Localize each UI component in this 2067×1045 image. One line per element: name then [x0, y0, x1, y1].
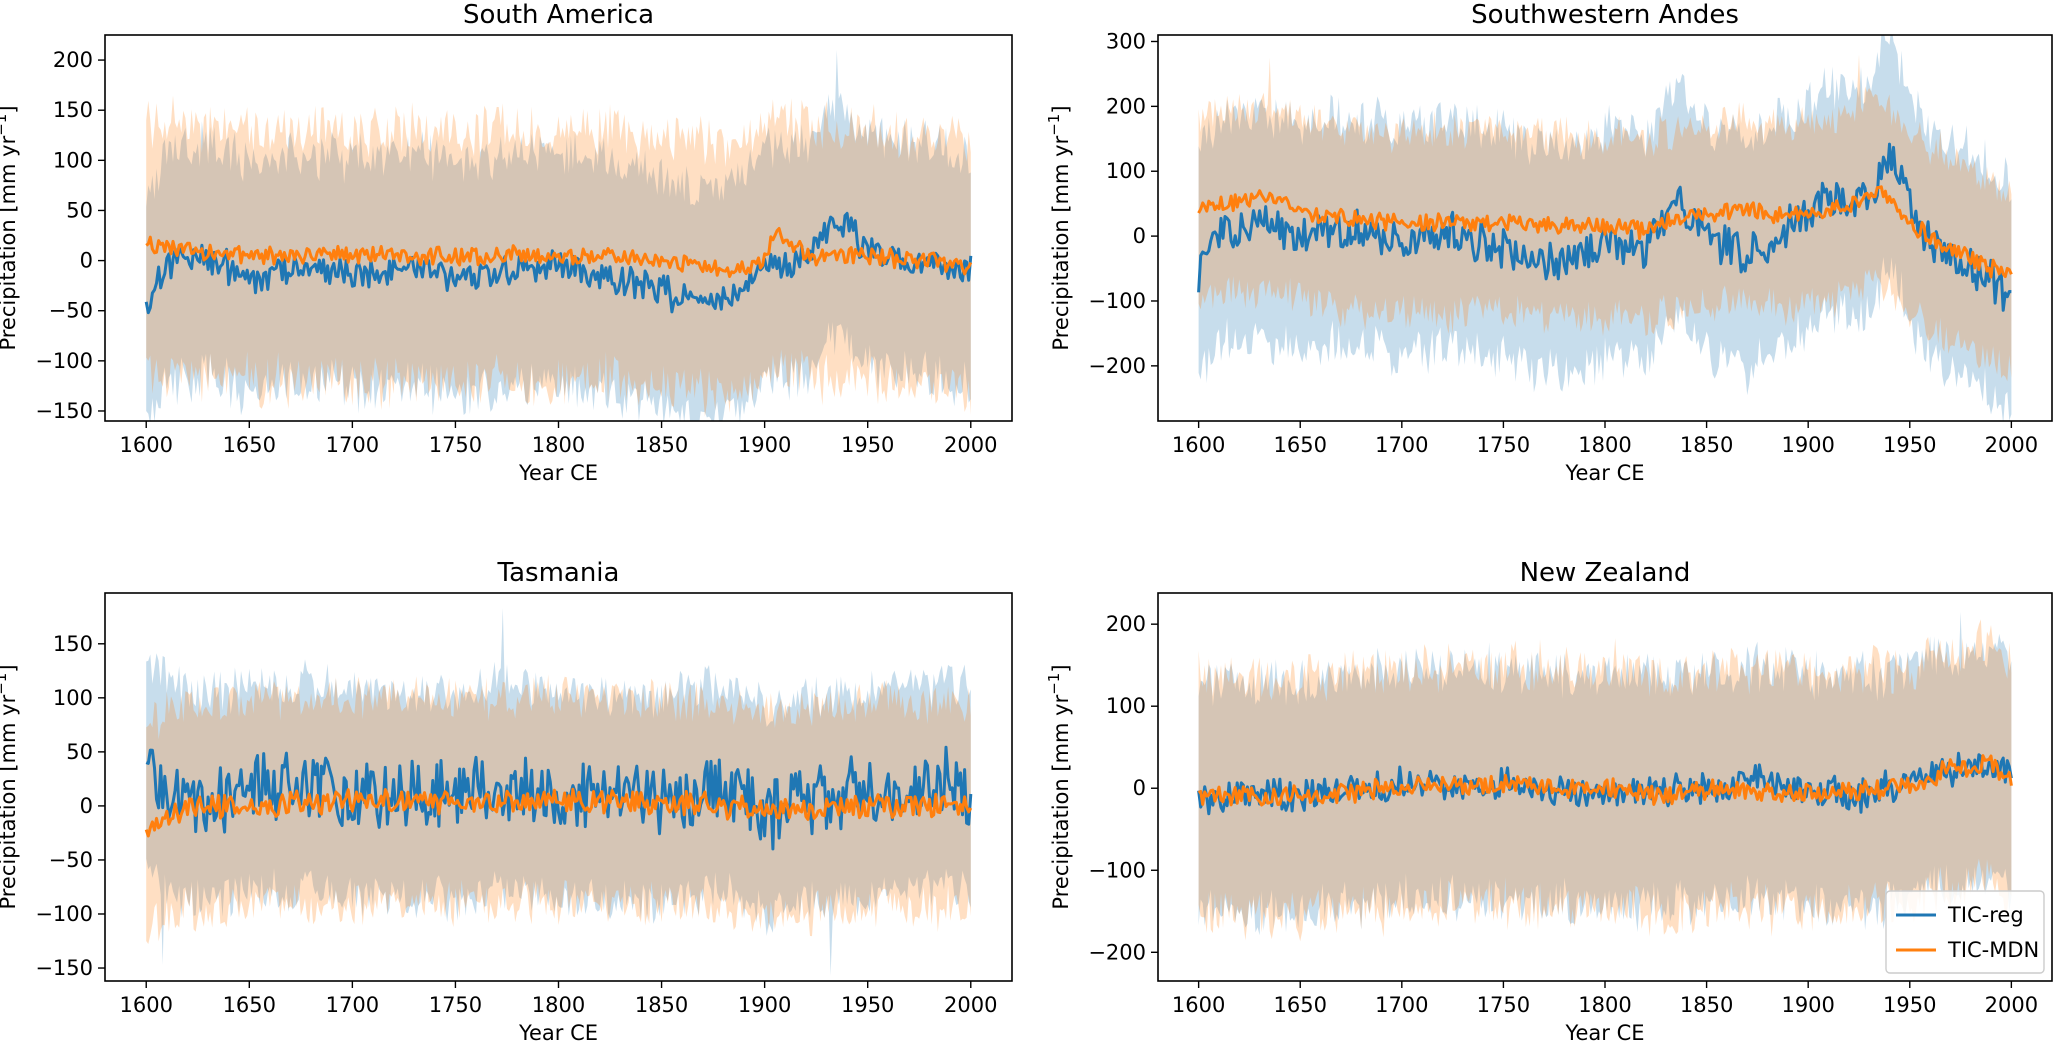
- x-tick-label: 1800: [1578, 433, 1631, 457]
- x-tick-label: 1800: [1578, 993, 1631, 1017]
- y-tick-label: −50: [49, 299, 93, 323]
- legend-box: [1885, 890, 2045, 974]
- y-tick-label: 100: [1106, 694, 1146, 718]
- y-tick-label: 200: [1106, 612, 1146, 636]
- x-tick-label: 1850: [635, 433, 688, 457]
- subplot-1: 1600 1650 1700 1750 1800 1850 1900 1950 2000−150…: [0, 0, 1013, 485]
- y-tick-label: 0: [80, 794, 93, 818]
- x-tick-label: 1750: [1477, 433, 1530, 457]
- x-tick-label: 1650: [223, 433, 276, 457]
- x-tick-label: 1850: [635, 993, 688, 1017]
- y-tick-label: −100: [35, 349, 93, 373]
- x-tick-label: 1750: [429, 993, 482, 1017]
- y-tick-label: −150: [35, 956, 93, 980]
- x-tick-label: 1700: [1375, 993, 1428, 1017]
- x-tick-label: 1900: [1781, 433, 1834, 457]
- y-tick-label: −100: [1088, 858, 1146, 882]
- y-tick-label: 50: [66, 198, 93, 222]
- y-tick-label: 300: [1106, 29, 1146, 53]
- x-tick-label: 1950: [841, 993, 894, 1017]
- band-tic-reg: [146, 50, 971, 421]
- plot-area: [1197, 611, 2013, 942]
- plot-area: [1197, 35, 2013, 421]
- x-tick-label: 1950: [1883, 433, 1936, 457]
- plot-area: [144, 608, 973, 976]
- legend-label-tic-mdn: TIC-MDN: [1947, 938, 2039, 962]
- x-axis-label: Year CE: [518, 461, 598, 485]
- y-axis-label: Precipitation [mm yr−1]: [0, 664, 20, 909]
- chart-title: Tasmania: [497, 558, 620, 588]
- line-tic-mdn: [144, 787, 973, 838]
- y-tick-label: −100: [35, 902, 93, 926]
- line-tic-reg: [145, 745, 973, 851]
- x-tick-label: 1650: [1274, 433, 1327, 457]
- y-tick-label: 200: [1106, 94, 1146, 118]
- x-tick-label: 1750: [429, 433, 482, 457]
- line-tic-mdn: [1197, 754, 2013, 807]
- y-axis-label: Precipitation [mm yr−1]: [1045, 664, 1073, 909]
- y-tick-label: 150: [53, 98, 93, 122]
- y-tick-label: 0: [1133, 224, 1146, 248]
- x-tick-label: 1950: [841, 433, 894, 457]
- x-axis-label: Year CE: [518, 1021, 598, 1045]
- x-tick-label: 1650: [1274, 993, 1327, 1017]
- x-tick-label: 1950: [1883, 993, 1936, 1017]
- chart-title: Southwestern Andes: [1471, 0, 1739, 30]
- y-axis-label: Precipitation [mm yr−1]: [0, 105, 20, 350]
- line-tic-reg: [144, 211, 973, 315]
- x-tick-label: 1600: [120, 993, 173, 1017]
- y-tick-label: −50: [49, 848, 93, 872]
- line-tic-mdn: [1197, 185, 2013, 279]
- x-tick-label: 2000: [944, 433, 997, 457]
- y-tick-label: 100: [53, 148, 93, 172]
- x-tick-label: 1800: [532, 993, 585, 1017]
- x-tick-label: 1900: [1781, 993, 1834, 1017]
- y-tick-label: 150: [53, 632, 93, 656]
- y-tick-label: −100: [1088, 289, 1146, 313]
- chart-title: New Zealand: [1520, 558, 1691, 588]
- x-tick-label: 2000: [1985, 433, 2038, 457]
- subplot-2: 1600 1650 1700 1750 1800 1850 1900 1950 2000−200…: [1045, 0, 2053, 485]
- y-tick-label: −200: [1088, 940, 1146, 964]
- x-tick-label: 2000: [944, 993, 997, 1017]
- x-tick-label: 2000: [1985, 993, 2038, 1017]
- x-tick-label: 1700: [326, 433, 379, 457]
- legend: TIC-reg TIC-MDN: [1885, 890, 2045, 974]
- y-tick-label: −200: [1088, 354, 1146, 378]
- y-tick-label: 200: [53, 48, 93, 72]
- plot-area: [144, 50, 973, 421]
- legend-label-tic-reg: TIC-reg: [1947, 903, 2024, 927]
- x-tick-label: 1700: [1375, 433, 1428, 457]
- x-tick-label: 1850: [1680, 993, 1733, 1017]
- band-tic-reg: [146, 608, 971, 976]
- x-tick-label: 1600: [1172, 433, 1225, 457]
- y-tick-label: −150: [35, 399, 93, 423]
- x-tick-label: 1850: [1680, 433, 1733, 457]
- x-tick-label: 1800: [532, 433, 585, 457]
- y-tick-label: 100: [1106, 159, 1146, 183]
- y-tick-label: 0: [1133, 776, 1146, 800]
- x-tick-label: 1900: [738, 993, 791, 1017]
- band-tic-mdn: [1198, 54, 2012, 382]
- y-tick-label: 50: [66, 740, 93, 764]
- band-tic-reg: [1198, 611, 2012, 936]
- x-tick-label: 1900: [738, 433, 791, 457]
- x-tick-label: 1650: [223, 993, 276, 1017]
- line-tic-mdn: [145, 227, 973, 278]
- x-tick-label: 1600: [1172, 993, 1225, 1017]
- chart-title: South America: [463, 0, 654, 30]
- x-tick-label: 1600: [120, 433, 173, 457]
- x-tick-label: 1700: [326, 993, 379, 1017]
- subplot-4: 1600 1650 1700 1750 1800 1850 1900 1950 2000−200…: [1045, 558, 2053, 1045]
- x-axis-label: Year CE: [1564, 461, 1644, 485]
- x-axis-label: Year CE: [1564, 1021, 1644, 1045]
- x-tick-label: 1750: [1477, 993, 1530, 1017]
- y-axis-label: Precipitation [mm yr−1]: [1045, 105, 1073, 350]
- y-tick-label: 100: [53, 686, 93, 710]
- subplot-3: 1600 1650 1700 1750 1800 1850 1900 1950 2000 −150…: [0, 558, 1013, 1045]
- y-tick-label: 0: [80, 249, 93, 273]
